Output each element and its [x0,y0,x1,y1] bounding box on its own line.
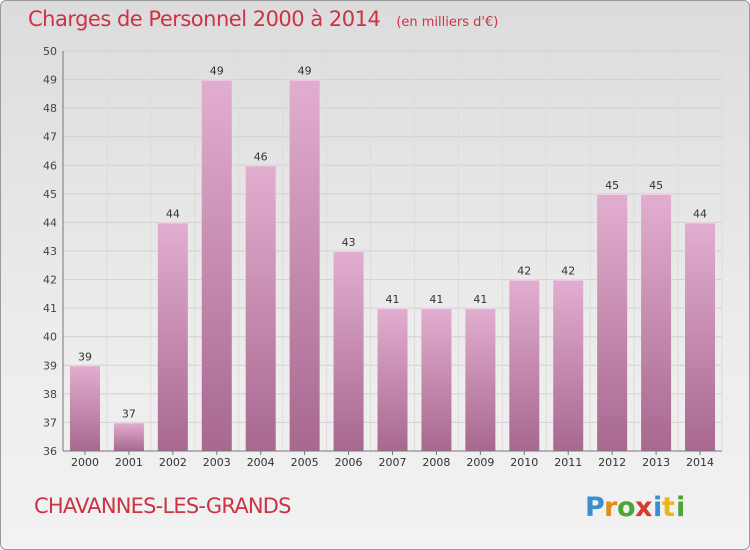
bar-2013 [641,193,672,451]
x-tick-label-2012: 2012 [598,456,626,469]
x-tick-label-2014: 2014 [686,456,714,469]
data-label-2008: 41 [429,293,443,306]
svg-text:i: i [676,492,685,523]
data-label-2000: 39 [78,350,92,363]
data-label-2006: 43 [342,236,356,249]
bar-2004 [245,165,276,452]
bars [69,79,716,452]
labels: 36 37 38 39 40 41 42 43 44 45 46 47 48 49 50 39 2000 37 20… [43,45,714,469]
data-label-2014: 44 [693,207,707,220]
axes [62,51,722,455]
x-tick-label-2000: 2000 [71,456,99,469]
x-tick-label-2003: 2003 [203,456,231,469]
chart-title: Charges de Personnel 2000 à 2014 [28,7,381,31]
x-tick-label-2005: 2005 [291,456,319,469]
data-label-2002: 44 [166,207,180,220]
svg-text:x: x [635,492,652,523]
bar-2010 [509,279,540,451]
title-row: Charges de Personnel 2000 à 2014 (en mill… [28,7,498,31]
svg-text:P: P [585,492,605,523]
y-tick-label: 37 [43,416,57,429]
x-tick-label-2007: 2007 [379,456,407,469]
y-tick-label: 43 [43,245,57,258]
svg-text:i: i [653,492,662,523]
data-label-2011: 42 [561,265,575,278]
x-tick-label-2009: 2009 [466,456,494,469]
x-tick-label-2010: 2010 [510,456,538,469]
x-tick-label-2011: 2011 [554,456,582,469]
bar-2014 [685,222,716,451]
y-tick-label: 40 [43,331,57,344]
data-label-2004: 46 [254,150,268,163]
bar-2008 [421,308,452,451]
x-tick-label-2002: 2002 [159,456,187,469]
y-tick-label: 41 [43,302,57,315]
y-tick-label: 46 [43,159,57,172]
chart-subtitle: (en milliers d'€) [396,15,499,30]
bar-2002 [157,222,188,451]
data-label-2013: 45 [649,179,663,192]
bar-2006 [333,251,364,451]
bar-2007 [377,308,408,451]
svg-text:t: t [662,492,675,523]
bar-2003 [201,79,232,452]
data-label-2001: 37 [122,407,136,420]
data-label-2009: 41 [473,293,487,306]
svg-text:r: r [604,492,618,523]
bar-2000 [69,365,100,451]
bar-2009 [465,308,496,451]
data-label-2010: 42 [517,265,531,278]
y-tick-label: 45 [43,188,57,201]
data-label-2005: 49 [298,65,312,78]
x-tick-label-2008: 2008 [422,456,450,469]
bar-2001 [113,422,144,451]
y-tick-label: 49 [43,74,57,87]
bar-2012 [597,193,628,451]
x-tick-label-2006: 2006 [335,456,363,469]
bar-2011 [553,279,584,451]
x-tick-label-2004: 2004 [247,456,275,469]
data-label-2012: 45 [605,179,619,192]
y-tick-label: 50 [43,45,57,58]
place-name: CHAVANNES-LES-GRANDS [34,494,292,518]
proxiti-logo: P r o x i t i [585,492,685,523]
y-tick-label: 47 [43,131,57,144]
x-tick-label-2001: 2001 [115,456,143,469]
y-tick-label: 44 [43,216,57,229]
data-label-2003: 49 [210,65,224,78]
y-tick-label: 42 [43,274,57,287]
data-label-2007: 41 [386,293,400,306]
y-tick-label: 48 [43,102,57,115]
y-tick-label: 39 [43,359,57,372]
bar-2005 [289,79,320,452]
x-tick-label-2013: 2013 [642,456,670,469]
y-tick-label: 36 [43,445,57,458]
svg-text:o: o [617,492,636,523]
y-tick-label: 38 [43,388,57,401]
